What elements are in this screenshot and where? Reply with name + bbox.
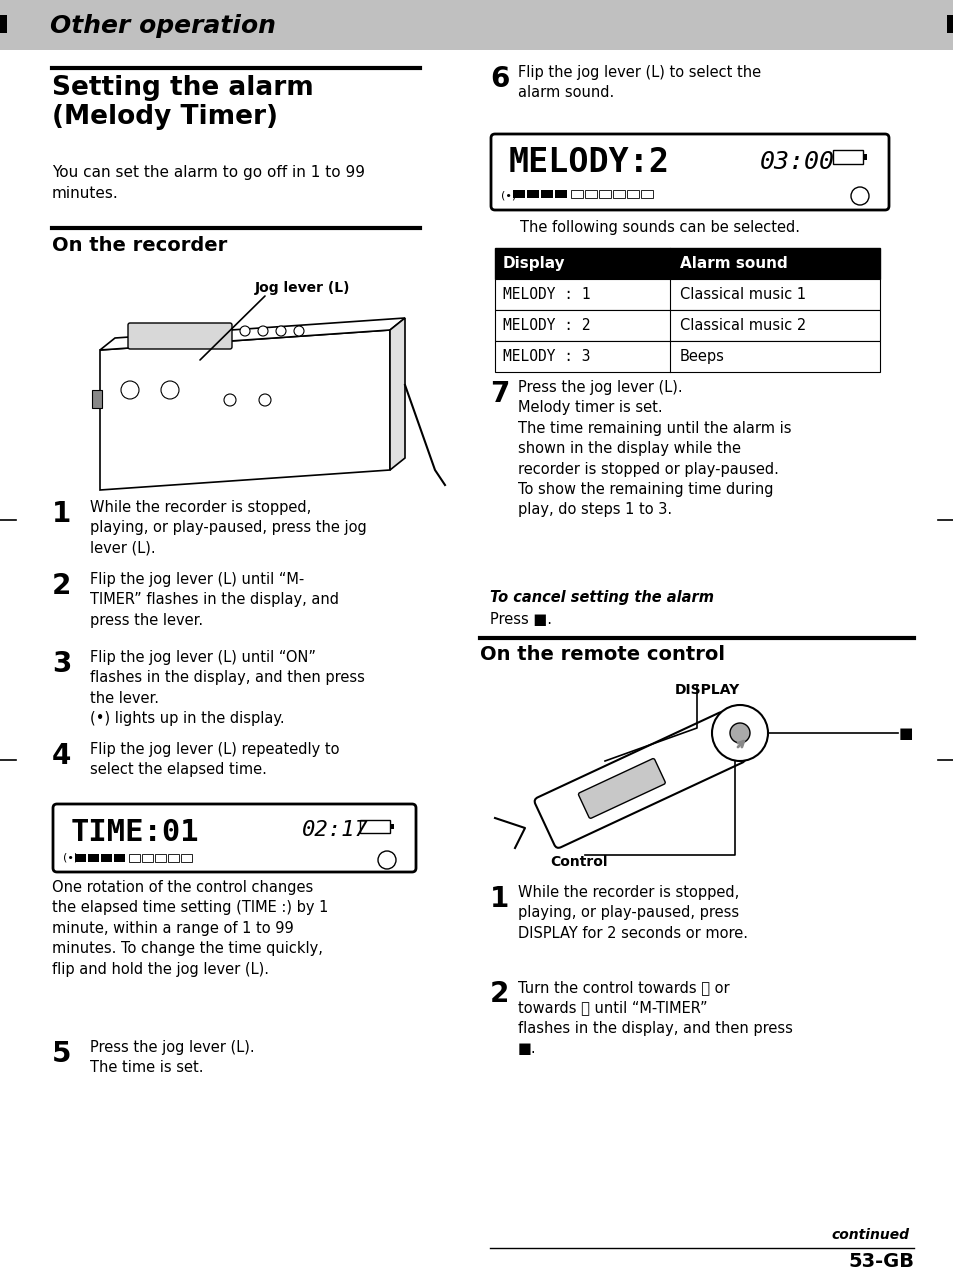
Circle shape [294,325,304,336]
Circle shape [850,188,868,205]
Text: 7: 7 [490,380,509,408]
Text: On the remote control: On the remote control [479,644,724,664]
Text: Flip the jog lever (L) until “ON”
flashes in the display, and then press
the lev: Flip the jog lever (L) until “ON” flashe… [90,649,364,726]
Bar [526,190,538,198]
Polygon shape [100,330,390,490]
Text: Beeps: Beeps [679,350,724,364]
Bar [540,190,553,198]
Circle shape [257,325,268,336]
Bar [946,15,953,33]
Bar [154,854,166,863]
Bar [75,854,86,863]
Bar [129,854,140,863]
Bar [862,154,866,160]
Text: Setting the alarm
(Melody Timer): Setting the alarm (Melody Timer) [52,75,314,130]
Bar [181,854,192,863]
Text: Other operation: Other operation [50,14,275,38]
Text: 3: 3 [52,649,71,678]
Text: 03:00: 03:00 [760,151,834,174]
Text: (•): (•) [500,190,516,200]
Text: MELODY:2: MELODY:2 [509,145,669,179]
Polygon shape [100,318,405,350]
Text: continued: continued [830,1228,908,1242]
Text: 5: 5 [52,1040,71,1068]
Circle shape [711,706,767,760]
Bar [390,824,394,829]
Circle shape [224,394,235,406]
Circle shape [377,851,395,869]
Text: ■: ■ [898,726,912,740]
Text: 2: 2 [490,980,509,1008]
FancyBboxPatch shape [128,323,232,350]
Text: Press the jog lever (L).
Melody timer is set.
The time remaining until the alarm: Press the jog lever (L). Melody timer is… [517,380,791,517]
Text: Turn the control towards ⏮ or
towards ⏭ until “M-TIMER”
flashes in the display, : Turn the control towards ⏮ or towards ⏭ … [517,980,792,1057]
Circle shape [121,382,139,399]
Circle shape [161,382,179,399]
Bar [626,190,639,198]
Bar [640,190,652,198]
Bar [513,190,524,198]
Circle shape [275,325,286,336]
Text: Control: Control [550,855,607,869]
Bar [584,190,597,198]
Bar [495,279,879,310]
Text: DISPLAY: DISPLAY [675,683,740,697]
FancyBboxPatch shape [534,712,744,847]
Text: 4: 4 [52,743,71,769]
Bar [101,854,112,863]
FancyBboxPatch shape [53,804,416,872]
Text: MELODY : 1: MELODY : 1 [502,287,590,302]
Bar [88,854,99,863]
Bar [0,15,7,33]
Text: MELODY : 3: MELODY : 3 [502,350,590,364]
Text: 1: 1 [52,500,71,528]
Text: Flip the jog lever (L) to select the
alarm sound.: Flip the jog lever (L) to select the ala… [517,65,760,101]
Text: Classical music 1: Classical music 1 [679,287,805,302]
Circle shape [729,723,749,743]
Bar [495,341,879,373]
Text: Jog lever (L): Jog lever (L) [254,281,350,295]
Bar [598,190,610,198]
Text: 02:17: 02:17 [302,820,369,840]
Text: Alarm sound: Alarm sound [679,256,787,271]
Text: 1: 1 [490,886,509,914]
Text: Display: Display [502,256,565,271]
Text: Flip the jog lever (L) until “M-
TIMER” flashes in the display, and
press the le: Flip the jog lever (L) until “M- TIMER” … [90,572,338,628]
Bar [0,0,953,50]
Text: Classical music 2: Classical music 2 [679,318,805,333]
Text: One rotation of the control changes
the elapsed time setting (TIME :) by 1
minut: One rotation of the control changes the … [52,880,328,976]
Circle shape [258,394,271,406]
Bar [832,151,862,165]
Text: While the recorder is stopped,
playing, or play-paused, press
DISPLAY for 2 seco: While the recorder is stopped, playing, … [517,886,747,940]
Text: 2: 2 [52,572,71,600]
Bar [555,190,566,198]
Text: 53-GB: 53-GB [847,1252,913,1271]
Bar [495,248,879,279]
Text: TIME:01: TIME:01 [71,818,199,847]
Text: You can set the alarm to go off in 1 to 99
minutes.: You can set the alarm to go off in 1 to … [52,165,365,202]
Text: To cancel setting the alarm: To cancel setting the alarm [490,590,713,605]
Bar [91,390,102,408]
Text: MELODY : 2: MELODY : 2 [502,318,590,333]
Text: Flip the jog lever (L) repeatedly to
select the elapsed time.: Flip the jog lever (L) repeatedly to sel… [90,743,339,777]
Text: Press the jog lever (L).
The time is set.: Press the jog lever (L). The time is set… [90,1040,254,1076]
Text: Press ■.: Press ■. [490,612,552,627]
Text: 6: 6 [490,65,509,93]
FancyBboxPatch shape [578,759,664,818]
Bar [359,820,390,833]
Text: While the recorder is stopped,
playing, or play-paused, press the jog
lever (L).: While the recorder is stopped, playing, … [90,500,366,556]
Circle shape [240,325,250,336]
Text: The following sounds can be selected.: The following sounds can be selected. [519,219,800,235]
Text: On the recorder: On the recorder [52,236,227,255]
Text: (•): (•) [63,852,78,863]
Bar [142,854,152,863]
Bar [113,854,125,863]
Bar [168,854,179,863]
Polygon shape [390,318,405,470]
Bar [613,190,624,198]
FancyBboxPatch shape [491,134,888,211]
Bar [571,190,582,198]
Bar [495,310,879,341]
